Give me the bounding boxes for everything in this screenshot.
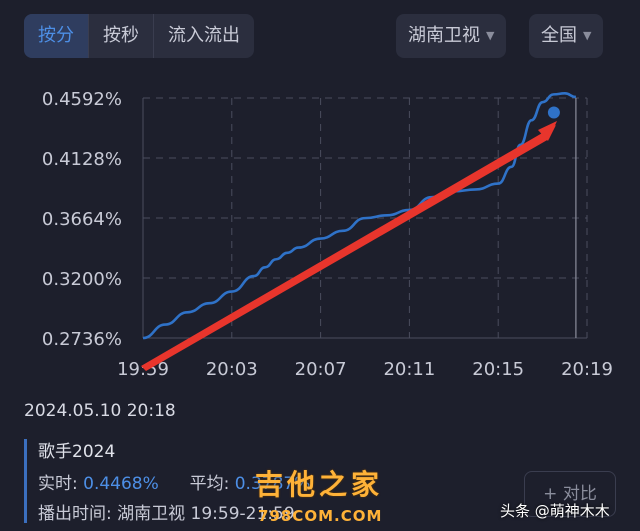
caret-down-icon: ▼ xyxy=(486,29,495,42)
program-color-bar xyxy=(24,439,27,523)
caret-down-icon: ▼ xyxy=(583,29,592,42)
cursor-point[interactable] xyxy=(547,106,560,119)
x-tick-label: 20:19 xyxy=(561,359,613,380)
x-axis: 19:59 20:03 20:07 20:11 20:15 20:19 xyxy=(117,359,613,380)
region-dropdown[interactable]: 全国 ▼ xyxy=(529,14,604,58)
y-axis: 0.2736% 0.3200% 0.3664% 0.4128% 0.4592% xyxy=(42,89,122,350)
compare-button[interactable]: + 对比 xyxy=(524,471,616,517)
rating-row: 实时: 0.4468% 平均: 0.3787% xyxy=(38,469,310,494)
y-tick-label: 0.3200% xyxy=(42,269,122,290)
tab-inflow-outflow[interactable]: 流入流出 xyxy=(168,25,240,46)
y-tick-label: 0.3664% xyxy=(42,209,122,230)
realtime-value: 0.4468% xyxy=(83,474,159,494)
region-dropdown-label: 全国 xyxy=(541,25,577,46)
channel-dropdown-label: 湖南卫视 xyxy=(408,25,480,46)
x-tick-label: 20:11 xyxy=(383,359,435,380)
info-panel: 2024.05.10 20:18 歌手2024 实时: 0.4468% 平均: … xyxy=(0,395,640,531)
current-time: 2024.05.10 20:18 xyxy=(24,401,176,421)
toolbar: 按分 按秒 流入流出 湖南卫视 ▼ 全国 ▼ xyxy=(0,0,640,72)
y-tick-label: 0.4128% xyxy=(42,149,122,170)
tab-by-second[interactable]: 按秒 xyxy=(89,14,154,58)
annotation-arrow xyxy=(141,121,557,371)
watermark-url: 798COM.COM xyxy=(258,507,383,525)
source-credit: 头条 @萌神木木 xyxy=(500,502,610,520)
series-line xyxy=(142,92,576,340)
broadcast-value: 湖南卫视 19:59-21:59 xyxy=(117,504,295,524)
average-label: 平均: xyxy=(189,474,230,494)
broadcast-label: 播出时间: xyxy=(38,504,112,524)
channel-dropdown[interactable]: 湖南卫视 ▼ xyxy=(396,14,507,58)
average-value: 0.3787% xyxy=(234,474,311,494)
tab-by-minute[interactable]: 按分 xyxy=(24,14,89,58)
x-tick-label: 20:15 xyxy=(472,359,524,380)
x-tick-label: 20:07 xyxy=(295,359,347,380)
x-tick-label: 20:03 xyxy=(206,359,258,380)
ratings-chart[interactable]: 0.2736%0.3200%0.3664%0.4128%0.4592% 19:5… xyxy=(0,72,640,395)
y-tick-label: 0.4592% xyxy=(42,89,122,110)
program-name: 歌手2024 xyxy=(38,442,116,462)
y-tick-label: 0.2736% xyxy=(42,329,122,350)
realtime-label: 实时: xyxy=(38,474,78,494)
watermark-logo: 吉他之家 xyxy=(255,468,384,501)
broadcast-row: 播出时间: 湖南卫视 19:59-21:59 xyxy=(38,499,295,524)
granularity-tabs: 按分 按秒 流入流出 xyxy=(24,14,254,58)
